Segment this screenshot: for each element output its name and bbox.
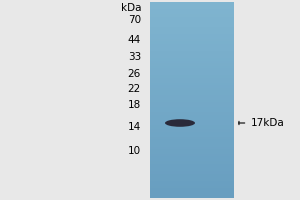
Bar (150, 129, 234, 132)
Text: 10: 10 (128, 146, 141, 156)
Bar (150, 70, 234, 73)
Bar (150, 65, 234, 68)
Text: 22: 22 (128, 84, 141, 94)
Bar (150, 31, 234, 34)
Bar (150, 9, 234, 12)
Bar (150, 163, 234, 166)
Bar (150, 53, 234, 56)
Bar (150, 156, 234, 159)
Bar (150, 127, 234, 129)
Bar (150, 114, 234, 117)
Bar (150, 73, 234, 75)
Bar (150, 183, 234, 186)
Bar (150, 166, 234, 169)
Bar (150, 38, 234, 41)
Bar (150, 78, 234, 80)
Bar (150, 95, 234, 98)
Bar (150, 102, 234, 105)
Bar (150, 29, 234, 31)
Bar (150, 90, 234, 93)
Bar (150, 190, 234, 193)
Bar (150, 139, 234, 142)
Text: kDa: kDa (121, 3, 141, 13)
Bar (150, 63, 234, 66)
Bar (150, 11, 234, 14)
Bar (150, 85, 234, 88)
Bar (150, 55, 234, 58)
Bar (150, 58, 234, 61)
Bar (150, 161, 234, 164)
Bar (150, 100, 234, 102)
Bar (150, 87, 234, 90)
Bar (150, 144, 234, 147)
Bar (150, 48, 234, 51)
Ellipse shape (165, 119, 195, 127)
Bar (150, 158, 234, 161)
Bar (150, 43, 234, 46)
Bar (150, 119, 234, 122)
Bar (150, 104, 234, 107)
Bar (150, 176, 234, 178)
Bar (150, 36, 234, 39)
Bar (150, 80, 234, 83)
Text: 70: 70 (128, 15, 141, 25)
Bar (150, 16, 234, 19)
Bar (150, 19, 234, 22)
Bar (150, 107, 234, 110)
Bar (150, 21, 234, 24)
Bar (150, 149, 234, 151)
Bar (150, 51, 234, 53)
Bar (150, 24, 234, 26)
Bar (150, 146, 234, 149)
Bar (150, 92, 234, 95)
Bar (150, 185, 234, 188)
Bar (150, 46, 234, 49)
Bar (150, 97, 234, 100)
Bar (150, 14, 234, 17)
Bar (150, 124, 234, 127)
Bar (150, 2, 234, 4)
Bar (150, 178, 234, 181)
Bar (150, 75, 234, 78)
Bar (150, 33, 234, 36)
Bar (150, 141, 234, 144)
Bar (150, 109, 234, 112)
Bar (150, 131, 234, 134)
Bar (150, 117, 234, 120)
Bar (150, 180, 234, 183)
Text: 18: 18 (128, 100, 141, 110)
Bar (150, 41, 234, 44)
Bar (150, 188, 234, 191)
Bar (150, 26, 234, 29)
Bar (150, 122, 234, 124)
Bar (150, 112, 234, 115)
Text: 44: 44 (128, 35, 141, 45)
Bar (150, 195, 234, 198)
Bar (150, 173, 234, 176)
Bar (150, 171, 234, 173)
Bar (150, 168, 234, 171)
Text: 26: 26 (128, 69, 141, 79)
Bar (150, 4, 234, 7)
Text: 33: 33 (128, 52, 141, 62)
Bar (150, 68, 234, 71)
Text: 14: 14 (128, 122, 141, 132)
Bar (150, 151, 234, 154)
Bar (150, 6, 234, 9)
Bar (150, 82, 234, 85)
Bar (150, 136, 234, 139)
Bar (150, 154, 234, 156)
Bar (150, 60, 234, 63)
Text: 17kDa: 17kDa (250, 118, 284, 128)
Bar (150, 193, 234, 196)
Bar (150, 134, 234, 137)
